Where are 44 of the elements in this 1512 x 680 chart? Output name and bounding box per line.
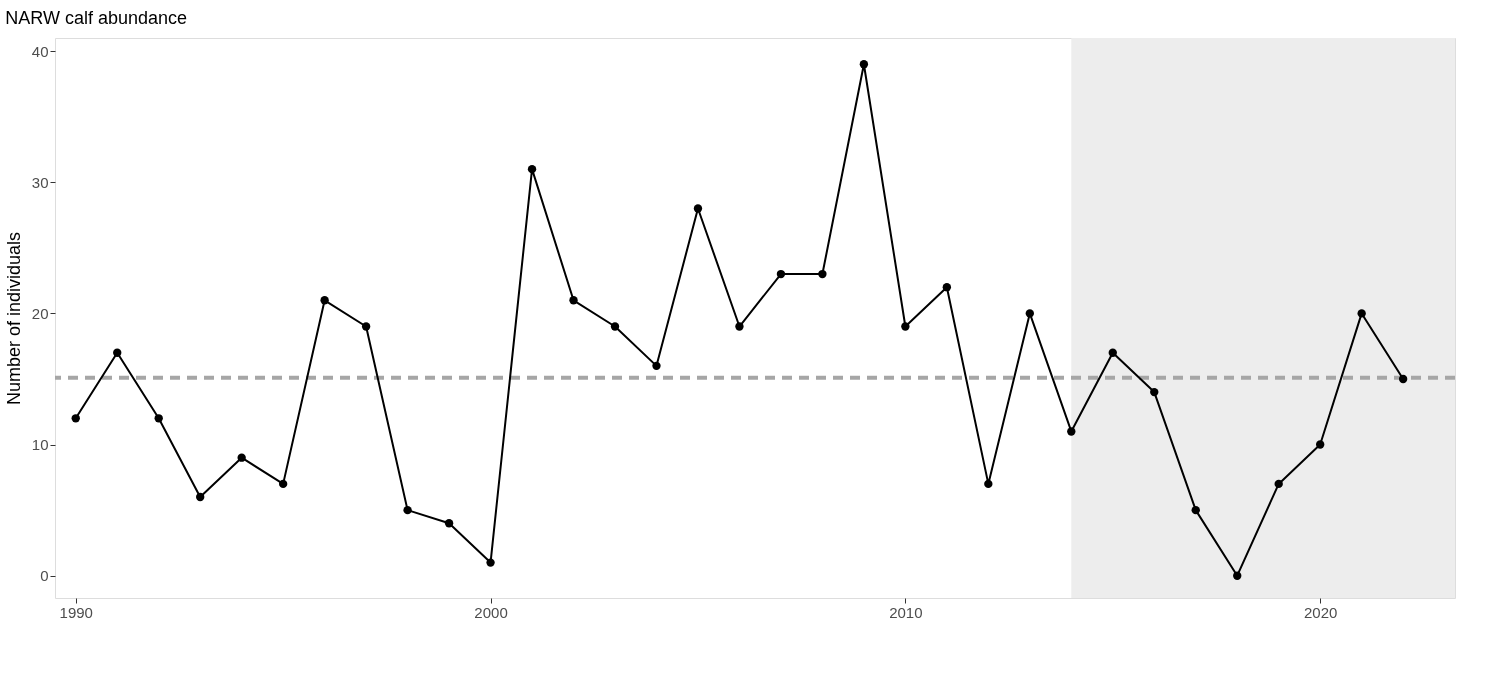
y-tick-label: 0: [40, 567, 49, 585]
point: [403, 505, 412, 515]
point: [237, 453, 246, 462]
point: [361, 322, 371, 331]
point: [569, 296, 578, 305]
point: [1233, 571, 1242, 580]
point: [71, 414, 80, 423]
point: [610, 322, 620, 331]
point: [984, 479, 993, 489]
point: [1108, 348, 1117, 357]
chart-title: NARW calf abundance: [5, 8, 188, 28]
point: [1398, 374, 1408, 384]
y-tick-label: 40: [31, 42, 49, 60]
point: [154, 414, 163, 423]
point: [735, 322, 744, 331]
x-tick-label: 2010: [889, 603, 923, 621]
point: [527, 164, 537, 174]
point: [1067, 427, 1076, 436]
x-tick-label: 2000: [474, 603, 508, 621]
point: [444, 519, 454, 528]
point: [776, 269, 786, 279]
point: [693, 204, 703, 213]
x-tick-label: 1990: [59, 603, 93, 621]
point: [278, 479, 288, 489]
point: [859, 60, 869, 69]
y-tick-label: 10: [31, 436, 49, 454]
y-tick-label: 20: [31, 304, 49, 322]
point: [196, 492, 205, 502]
point: [942, 283, 952, 292]
point: [486, 558, 495, 567]
point: [1191, 505, 1200, 515]
y-tick-label: 30: [31, 173, 49, 191]
point: [113, 348, 122, 357]
point: [1357, 309, 1366, 318]
point: [652, 361, 661, 371]
point: [1025, 309, 1034, 318]
point: [901, 322, 910, 331]
point: [1150, 387, 1159, 397]
y-axis-title: Number of individuals: [3, 231, 24, 406]
point: [1274, 479, 1283, 489]
point: [818, 269, 827, 279]
point: [1316, 440, 1325, 449]
point: [320, 296, 329, 305]
x-tick-label: 2020: [1304, 603, 1338, 621]
